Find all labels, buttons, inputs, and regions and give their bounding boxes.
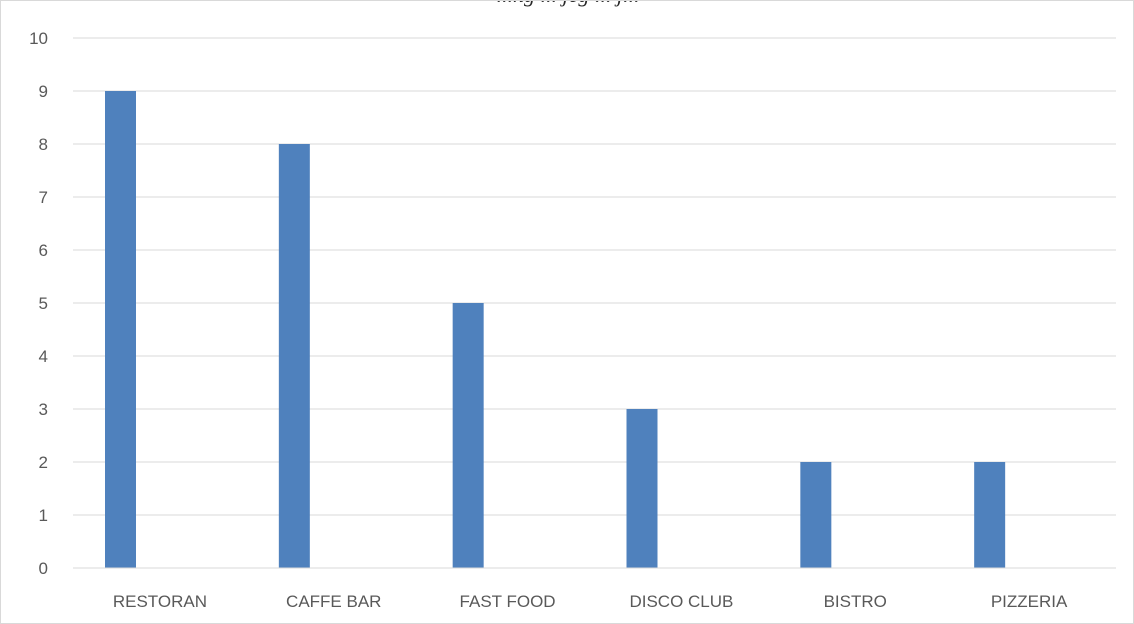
bar-pizzeria: [974, 462, 1006, 568]
category-label: PIZZERIA: [991, 592, 1068, 611]
y-tick-label: 0: [39, 559, 48, 578]
bar-disco-club: [626, 409, 658, 568]
category-label: BISTRO: [824, 592, 887, 611]
bar-restoran: [105, 91, 136, 568]
x-axis-categories: RESTORAN CAFFE BAR FAST FOOD DISCO CLUB BIST…: [113, 592, 1068, 611]
y-tick-label: 3: [39, 400, 48, 419]
y-tick-label: 1: [39, 506, 48, 525]
y-tick-label: 9: [39, 82, 48, 101]
y-tick-label: 8: [39, 135, 48, 154]
category-label: FAST FOOD: [460, 592, 556, 611]
bar-caffe-bar: [278, 144, 310, 568]
category-label: RESTORAN: [113, 592, 207, 611]
y-tick-label: 10: [29, 29, 48, 48]
bars: [105, 91, 1006, 568]
y-tick-label: 2: [39, 453, 48, 472]
y-axis-ticks: 0 1 2 3 4 5 6 7 8 9 10: [29, 29, 48, 578]
y-tick-label: 4: [39, 347, 48, 366]
bar-bistro: [800, 462, 832, 568]
category-label: DISCO CLUB: [629, 592, 733, 611]
y-tick-label: 6: [39, 241, 48, 260]
gridlines: [73, 37, 1116, 516]
category-label: CAFFE BAR: [286, 592, 381, 611]
y-tick-label: 7: [39, 188, 48, 207]
chart-title: ...ng ... jeg ... j...: [1, 1, 1133, 8]
bar-fast-food: [452, 303, 484, 568]
y-tick-label: 5: [39, 294, 48, 313]
